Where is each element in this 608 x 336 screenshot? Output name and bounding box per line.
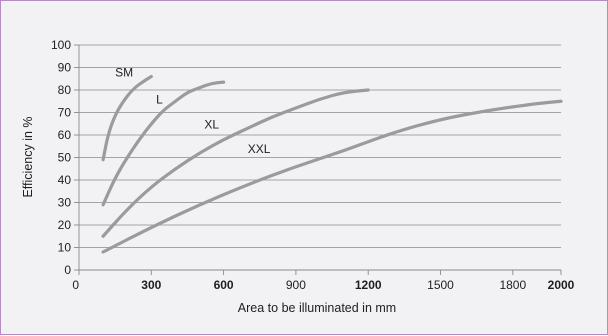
chart-labels: 0 10 20 30 40 50 60 70 80 90 100 0 300 600 900 1200 1500… [51,38,575,292]
series-curve-xxl [101,99,563,254]
x-tick-label-2000: 2000 [548,278,575,292]
y-axis-label: Efficiency in % [21,116,35,197]
series-curve-xl [101,88,370,238]
y-tick-label-70: 70 [58,106,72,120]
y-tick-label-50: 50 [58,151,72,165]
x-tick-label-900: 900 [286,278,306,292]
series-label-xxl: XXL [248,142,271,156]
series-curve-l [101,80,226,207]
axes [74,44,562,275]
series-label-sm: SM [115,66,133,80]
x-tick-label-1500: 1500 [427,278,454,292]
x-tick-label-600: 600 [214,278,234,292]
y-tick-label-90: 90 [58,61,72,75]
series-curves [101,74,563,254]
x-tick-label-0: 0 [72,278,79,292]
y-tick-label-100: 100 [51,38,71,52]
y-tick-label-20: 20 [58,218,72,232]
series-label-xl: XL [204,117,219,131]
series-curve-sm [101,74,153,162]
x-axis-label: Area to be illuminated in mm [238,301,396,315]
y-tick-label-80: 80 [58,83,72,97]
x-tick-label-1200: 1200 [355,278,382,292]
y-tick-label-60: 60 [58,128,72,142]
series-label-l: L [156,93,163,107]
y-tick-label-40: 40 [58,173,72,187]
y-tick-label-10: 10 [58,241,72,255]
x-tick-label-300: 300 [141,278,161,292]
y-tick-label-30: 30 [58,196,72,210]
y-tick-label-0: 0 [64,263,71,277]
x-tick-label-1800: 1800 [499,278,526,292]
